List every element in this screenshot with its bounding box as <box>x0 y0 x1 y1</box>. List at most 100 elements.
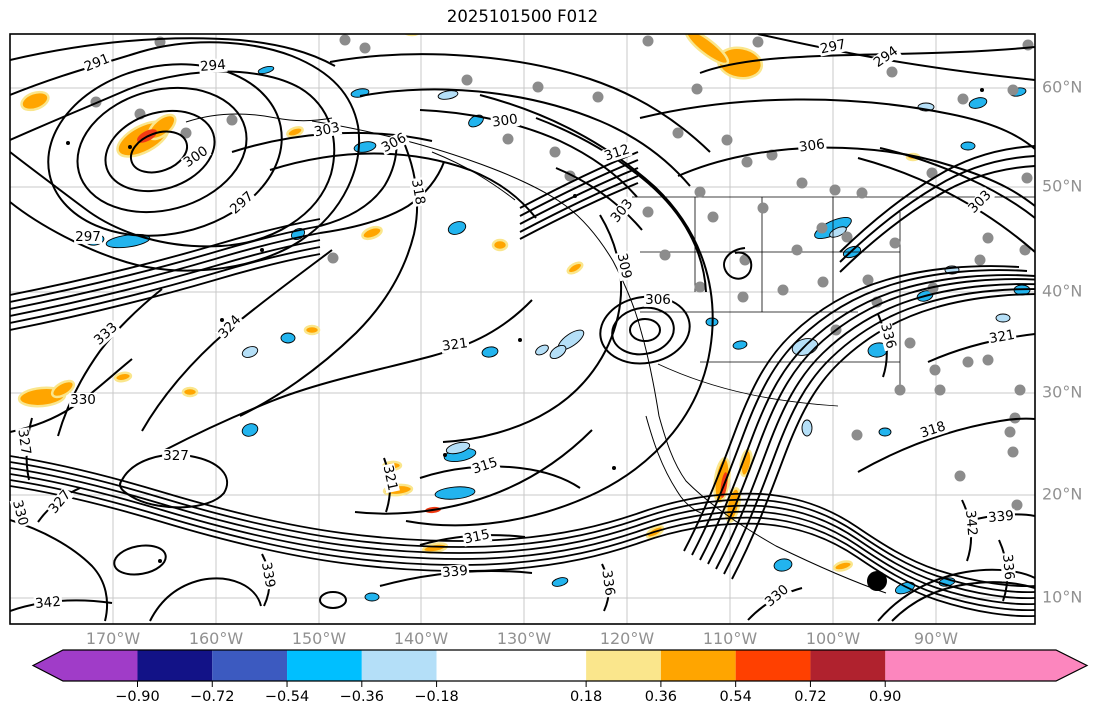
contour-label: 327 <box>162 447 190 464</box>
station-dot <box>226 114 238 126</box>
station-dot <box>1007 84 1019 96</box>
anomaly-patch <box>241 423 259 437</box>
station-dot <box>962 356 974 368</box>
station-dot <box>642 206 654 218</box>
anomaly-patch <box>280 332 296 344</box>
colorbar-over-arrow <box>885 650 1087 681</box>
anomaly-patch <box>20 90 50 112</box>
lat-lon-gridlines <box>10 34 1035 624</box>
station-dot <box>1021 172 1033 184</box>
lon-tick-label: 130°W <box>496 629 552 648</box>
colorbar-segment <box>735 650 811 681</box>
anomaly-patch <box>303 324 321 336</box>
lon-tick-label: 100°W <box>805 629 861 648</box>
anomaly-patch <box>437 90 459 100</box>
anomaly-patch <box>732 340 748 350</box>
anomaly-patch <box>878 427 892 437</box>
colorbar-segment <box>660 650 736 681</box>
station-dot <box>502 133 514 145</box>
colorbar-tick-label: −0.54 <box>264 689 310 705</box>
station-dot <box>817 276 829 288</box>
anomaly-patch <box>350 88 370 98</box>
station-dot <box>791 244 803 256</box>
station-dot <box>691 83 703 95</box>
colorbar-under-arrow <box>33 650 138 681</box>
station-dot <box>894 384 906 396</box>
station-dot <box>180 127 192 139</box>
station-dot <box>752 36 764 48</box>
lat-tick-label: 10°N <box>1042 587 1083 607</box>
station-dot <box>926 167 938 179</box>
anomaly-patch <box>481 346 499 358</box>
anomaly-patch <box>113 371 133 383</box>
anomaly-patch <box>535 344 549 356</box>
station-dot <box>889 237 901 249</box>
station-dot <box>1004 426 1016 438</box>
chart-title: 2025101500 F012 <box>446 7 599 26</box>
contour-label: 327 <box>14 427 34 457</box>
colorbar-outline <box>31 649 1089 682</box>
station-dot <box>707 211 719 223</box>
anomaly-patch <box>257 65 275 75</box>
colorbar-tick-label: 0.36 <box>644 689 678 705</box>
contour-label: 306 <box>797 136 827 156</box>
colorbar-segment <box>287 650 362 681</box>
station-dot <box>721 134 733 146</box>
anomaly-patch <box>832 560 854 572</box>
station-dot <box>862 274 874 286</box>
anomaly-patch <box>684 34 730 66</box>
colorbar-tick-label: 0.54 <box>719 689 752 705</box>
colorbar <box>31 649 1089 687</box>
station-dot <box>461 74 473 86</box>
contour-label: 339 <box>986 507 1016 527</box>
map-border <box>9 33 1036 625</box>
anomaly-patch <box>551 577 569 587</box>
anomaly-patch <box>995 313 1011 323</box>
station-dot <box>1009 412 1021 424</box>
colorbar-segment <box>586 650 661 681</box>
lon-tick-label: 170°W <box>85 629 141 648</box>
station-dot <box>904 337 916 349</box>
anomaly-patch <box>445 441 471 455</box>
station-dot <box>1011 499 1023 511</box>
station-dot <box>934 384 946 396</box>
station-dot <box>672 127 684 139</box>
station-dot <box>1019 244 1031 256</box>
contour-label: 294 <box>198 56 228 76</box>
anomaly-patch <box>361 225 383 241</box>
colorbar-tick-label: −0.36 <box>339 689 385 705</box>
station-dot <box>737 291 749 303</box>
station-dot <box>954 470 966 482</box>
station-dot <box>982 354 994 366</box>
lon-tick-label: 120°W <box>599 629 655 648</box>
anomaly-patch <box>286 126 304 138</box>
contour-label: 306 <box>644 291 672 308</box>
colorbar-tick-label: −0.90 <box>115 689 160 705</box>
station-dot <box>359 42 371 54</box>
contour-label: 342 <box>961 508 981 538</box>
colorbar-tick-label: −0.18 <box>414 689 459 705</box>
colorbar-segment <box>137 650 213 681</box>
anomaly-patch <box>829 226 847 238</box>
anomaly-patch <box>181 386 199 398</box>
contour-label: 342 <box>33 593 63 613</box>
station-dot <box>957 93 969 105</box>
station-dot <box>694 186 706 198</box>
lon-tick-label: 110°W <box>702 629 758 648</box>
colorbar-segment <box>810 650 886 681</box>
station-dot <box>1014 384 1026 396</box>
lon-tick-label: 160°W <box>188 629 244 648</box>
contour-label: 297 <box>74 228 102 245</box>
station-dots-layer <box>90 34 1034 591</box>
anomaly-patch <box>960 141 976 151</box>
anomaly-patch <box>801 419 813 437</box>
contour-label: 321 <box>440 335 470 355</box>
tiny-contour-specks <box>66 88 984 563</box>
station-dot <box>929 364 941 376</box>
station-dot <box>532 81 544 93</box>
colorbar-segment <box>361 650 437 681</box>
anomaly-patch <box>241 346 259 358</box>
station-dot <box>327 252 339 264</box>
anomaly-patch <box>50 379 76 399</box>
